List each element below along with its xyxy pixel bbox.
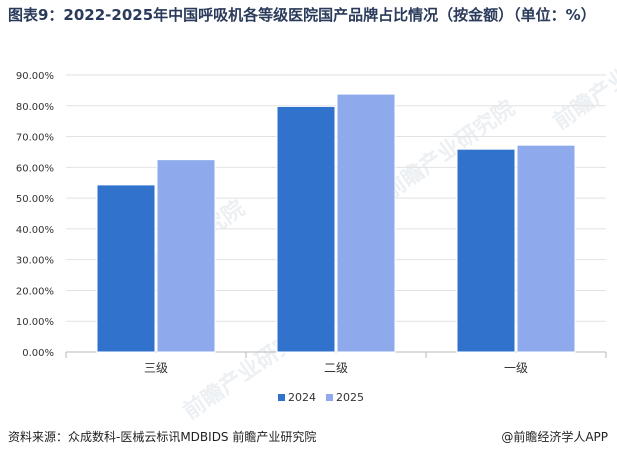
grid-lines xyxy=(66,74,606,353)
footer: 资料来源：众成数科-医械云标讯MDBIDS 前瞻产业研究院 @前瞻经济学人APP xyxy=(8,428,608,445)
bar-2024-一级 xyxy=(456,148,516,353)
y-axis: 0.00% 10.00% 20.00% 30.00% 40.00% 50.00% 60.00… xyxy=(16,71,54,359)
legend-swatch-2024 xyxy=(278,394,285,401)
y-tick-label: 40.00% xyxy=(16,225,54,236)
brand-label: @前瞻经济学人APP xyxy=(501,430,608,444)
legend-label-2024: 2024 xyxy=(288,391,316,404)
x-tick-label: 二级 xyxy=(324,361,348,375)
bar-2025-三级 xyxy=(156,159,216,353)
y-tick-label: 50.00% xyxy=(16,194,54,205)
bar-2025-二级 xyxy=(336,93,396,353)
bar-2024-二级 xyxy=(276,105,336,353)
y-tick-label: 0.00% xyxy=(22,348,54,359)
y-tick-label: 30.00% xyxy=(16,256,54,267)
y-tick-label: 90.00% xyxy=(16,71,54,82)
y-tick-label: 20.00% xyxy=(16,286,54,297)
bar-2025-一级 xyxy=(516,144,576,353)
bar-2024-三级 xyxy=(96,184,156,353)
y-tick-label: 70.00% xyxy=(16,133,54,144)
x-axis: 三级 二级 一级 xyxy=(65,352,607,375)
y-tick-label: 80.00% xyxy=(16,102,54,113)
watermark-text: 前瞻产业研究院 xyxy=(549,25,617,135)
x-tick-label: 一级 xyxy=(504,361,528,375)
source-note: 资料来源：众成数科-医械云标讯MDBIDS 前瞻产业研究院 xyxy=(8,430,317,444)
chart-title: 图表9：2022-2025年中国呼吸机各等级医院国产品牌占比情况（按金额）（单位… xyxy=(8,6,596,24)
legend: 2024 2025 xyxy=(278,391,364,404)
legend-swatch-2025 xyxy=(326,394,333,401)
y-tick-label: 10.00% xyxy=(16,317,54,328)
y-tick-label: 60.00% xyxy=(16,163,54,174)
legend-label-2025: 2025 xyxy=(336,391,364,404)
bars-group xyxy=(96,93,576,353)
x-tick-label: 三级 xyxy=(144,361,168,375)
